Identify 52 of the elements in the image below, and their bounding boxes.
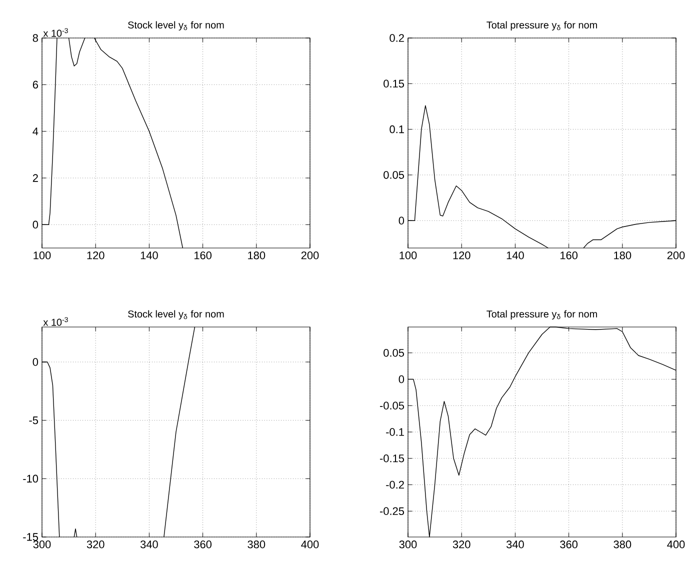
chart-title: Stock level y$_{δ}$ for nom	[128, 310, 224, 320]
y-tick-label: -5	[29, 416, 38, 424]
chart-title: Stock level y$_{δ}$ for nom	[128, 21, 224, 30]
y-tick-label: 0	[32, 220, 38, 229]
text: x 10$^{-3}$	[43, 317, 68, 326]
x-tick-label: 320	[452, 540, 470, 548]
y-tick-label: 6	[32, 80, 38, 89]
y-tick-label: -15	[23, 533, 38, 541]
y-tick-label: 0.1	[390, 125, 404, 134]
chart-title: Total pressure y$_{δ}$ for nom	[486, 21, 597, 30]
x-tick-label: 200	[301, 252, 319, 260]
x-tick-label: 120	[453, 252, 470, 260]
y-tick-label: 0.05	[384, 171, 404, 179]
x-tick-label: 100	[34, 252, 51, 260]
y-tick-label: 0	[398, 375, 404, 384]
x-tick-label: 300	[33, 540, 51, 548]
x-tick-label: 160	[560, 252, 578, 260]
chart-title: Total pressure y$_{δ}$ for nom	[486, 310, 597, 320]
text: x 10$^{-3}$	[43, 28, 68, 37]
x-tick-label: 340	[506, 540, 524, 548]
y-tick-label: -0.05	[380, 402, 404, 410]
x-tick-label: 160	[194, 252, 212, 260]
x-tick-label: 400	[667, 540, 685, 548]
x-tick-label: 340	[140, 540, 158, 548]
y-tick-label: 2	[32, 174, 38, 182]
x-tick-label: 180	[248, 252, 266, 260]
y-tick-label: 0	[32, 358, 38, 366]
x-tick-label: 140	[140, 252, 158, 260]
x-tick-label: 400	[301, 540, 319, 548]
x-tick-label: 200	[667, 252, 685, 260]
y-tick-label: 0	[398, 216, 404, 224]
x-tick-label: 360	[560, 540, 578, 548]
y-tick-label: -10	[23, 474, 38, 483]
y-tick-label: -0.15	[380, 454, 404, 462]
y-tick-label: 4	[32, 128, 38, 136]
y-tick-label: 8	[32, 34, 38, 42]
x-tick-label: 140	[506, 252, 524, 260]
x-tick-label: 320	[86, 540, 104, 548]
x-tick-label: 120	[87, 252, 104, 260]
y-tick-label: 0.2	[390, 34, 404, 42]
x-tick-label: 300	[399, 540, 417, 548]
y-tick-label: 0.05	[384, 348, 404, 357]
line-series	[408, 326, 676, 538]
x-tick-label: 380	[614, 540, 632, 548]
y-tick-label: -0.2	[386, 480, 404, 489]
x-tick-label: 360	[194, 540, 212, 548]
y-tick-label: 0.15	[384, 80, 404, 88]
x-tick-label: 100	[400, 252, 417, 260]
y-tick-label: -0.1	[386, 428, 404, 436]
x-tick-label: 180	[614, 252, 632, 260]
y-tick-label: -0.25	[380, 507, 404, 516]
x-tick-label: 380	[248, 540, 266, 548]
